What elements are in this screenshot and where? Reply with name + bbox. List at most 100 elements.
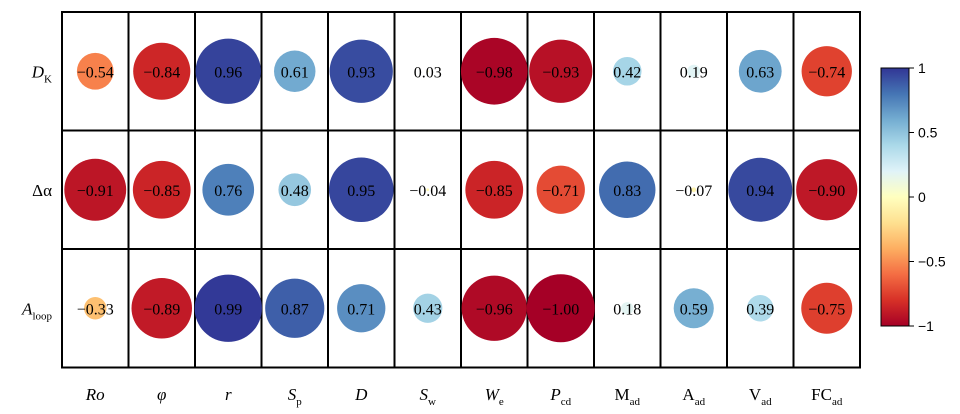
column-label: Ro bbox=[85, 385, 105, 404]
colorbar: 1 0.5 0 −0.5 −1 bbox=[880, 60, 946, 334]
correlation-value: 0.39 bbox=[746, 301, 774, 318]
correlation-circle bbox=[337, 284, 386, 333]
correlation-circle bbox=[64, 158, 127, 221]
column-label: D bbox=[354, 385, 368, 404]
correlation-circle bbox=[796, 159, 858, 221]
row-label: DK bbox=[31, 62, 52, 85]
row-label: Δα bbox=[32, 181, 52, 200]
correlation-circle bbox=[673, 288, 714, 329]
correlation-value: 0.48 bbox=[281, 183, 309, 200]
correlation-value: 0.19 bbox=[680, 64, 708, 81]
correlation-value: 0.99 bbox=[214, 301, 242, 318]
correlation-circle bbox=[426, 70, 429, 73]
correlation-circle bbox=[529, 39, 593, 103]
colorbar-tick-label: 1 bbox=[918, 60, 926, 76]
correlation-circle bbox=[801, 282, 853, 334]
column-label: Vad bbox=[749, 385, 772, 408]
correlation-value: 0.87 bbox=[281, 301, 309, 318]
correlation-circle bbox=[691, 187, 697, 193]
correlation-circle bbox=[328, 157, 394, 223]
correlation-circle bbox=[612, 56, 642, 86]
correlation-value: 0.76 bbox=[214, 183, 242, 200]
correlation-circle bbox=[76, 52, 114, 90]
correlation-value: −0.85 bbox=[143, 183, 180, 200]
correlation-value: −0.71 bbox=[542, 183, 579, 200]
colorbar-tick-label: −0.5 bbox=[918, 254, 946, 270]
correlation-value: −0.98 bbox=[476, 64, 513, 81]
correlation-circle bbox=[329, 39, 393, 103]
correlation-circle bbox=[278, 173, 312, 207]
correlation-circle bbox=[265, 278, 325, 338]
column-label: We bbox=[485, 385, 504, 408]
correlation-value: 0.83 bbox=[613, 183, 641, 200]
correlation-value: 0.95 bbox=[347, 183, 375, 200]
correlation-value: −0.90 bbox=[808, 183, 845, 200]
correlation-value: −0.96 bbox=[476, 301, 513, 318]
column-label: Mad bbox=[614, 385, 640, 408]
column-label: Aad bbox=[682, 385, 705, 408]
correlation-value: −0.54 bbox=[77, 64, 114, 81]
colorbar-tick-label: −1 bbox=[918, 318, 934, 334]
correlation-value: −0.85 bbox=[476, 183, 513, 200]
correlation-circle bbox=[195, 38, 261, 104]
column-label: Sp bbox=[288, 385, 303, 408]
correlation-value: −0.33 bbox=[77, 301, 114, 318]
correlation-circle bbox=[194, 274, 262, 342]
correlation-value: −1.00 bbox=[542, 301, 579, 318]
correlation-value: −0.07 bbox=[675, 183, 712, 200]
correlation-value: 0.61 bbox=[281, 64, 309, 81]
column-labels: Ro φ r Sp D Sw We Pcd Mad Aad Vad FCad bbox=[85, 385, 843, 408]
correlation-value: −0.93 bbox=[542, 64, 579, 81]
correlation-value: 0.42 bbox=[613, 64, 641, 81]
correlation-circle bbox=[801, 46, 852, 97]
correlation-circle bbox=[621, 302, 634, 315]
correlation-value: 0.71 bbox=[347, 301, 375, 318]
correlation-value: 0.96 bbox=[214, 64, 242, 81]
correlation-circle bbox=[728, 157, 793, 222]
value-labels: −0.54 −0.84 0.96 0.61 0.93 0.03 −0.98 −0.93 0.42… bbox=[77, 64, 846, 318]
column-label: φ bbox=[157, 385, 166, 404]
column-label: FCad bbox=[811, 385, 843, 408]
correlation-value: 0.03 bbox=[414, 64, 442, 81]
correlation-value: −0.84 bbox=[143, 64, 180, 81]
correlation-circle bbox=[536, 165, 585, 214]
colorbar-tick-label: 0 bbox=[918, 189, 926, 205]
colorbar-gradient bbox=[880, 67, 910, 327]
correlation-value: −0.89 bbox=[143, 301, 180, 318]
grid-cell bbox=[659, 129, 728, 250]
correlation-circle bbox=[84, 297, 107, 320]
correlation-value: 0.63 bbox=[746, 64, 774, 81]
column-label: r bbox=[225, 385, 232, 404]
correlation-circle bbox=[461, 275, 527, 341]
row-label: Aloop bbox=[21, 299, 52, 322]
correlation-circle bbox=[460, 37, 528, 105]
colorbar-tick-label: 0.5 bbox=[918, 125, 938, 141]
correlation-value: −0.91 bbox=[77, 183, 114, 200]
correlation-value: −0.74 bbox=[808, 64, 845, 81]
circles bbox=[64, 37, 858, 343]
correlation-circle bbox=[131, 277, 193, 339]
correlation-value: −0.04 bbox=[409, 183, 446, 200]
correlation-circle bbox=[526, 274, 595, 343]
correlation-circle bbox=[738, 49, 782, 93]
correlation-value: 0.93 bbox=[347, 64, 375, 81]
correlation-circle bbox=[687, 64, 701, 78]
column-label: Sw bbox=[420, 385, 437, 408]
correlation-value: −0.75 bbox=[808, 301, 845, 318]
correlation-circle bbox=[132, 160, 191, 219]
column-label: Pcd bbox=[549, 385, 571, 408]
correlation-value: 0.94 bbox=[746, 183, 774, 200]
correlation-circle bbox=[746, 294, 774, 322]
correlation-circle bbox=[599, 161, 656, 218]
correlation-circle bbox=[133, 42, 191, 100]
correlation-circle bbox=[426, 188, 430, 192]
correlation-circle bbox=[465, 160, 524, 219]
correlation-value: 0.18 bbox=[613, 301, 641, 318]
correlation-value: 0.43 bbox=[414, 301, 442, 318]
correlation-circle bbox=[202, 163, 255, 216]
correlation-circle bbox=[274, 50, 316, 92]
correlation-circle bbox=[413, 293, 443, 323]
row-labels: DK Δα Aloop bbox=[21, 62, 52, 322]
grid-cell bbox=[61, 248, 130, 369]
